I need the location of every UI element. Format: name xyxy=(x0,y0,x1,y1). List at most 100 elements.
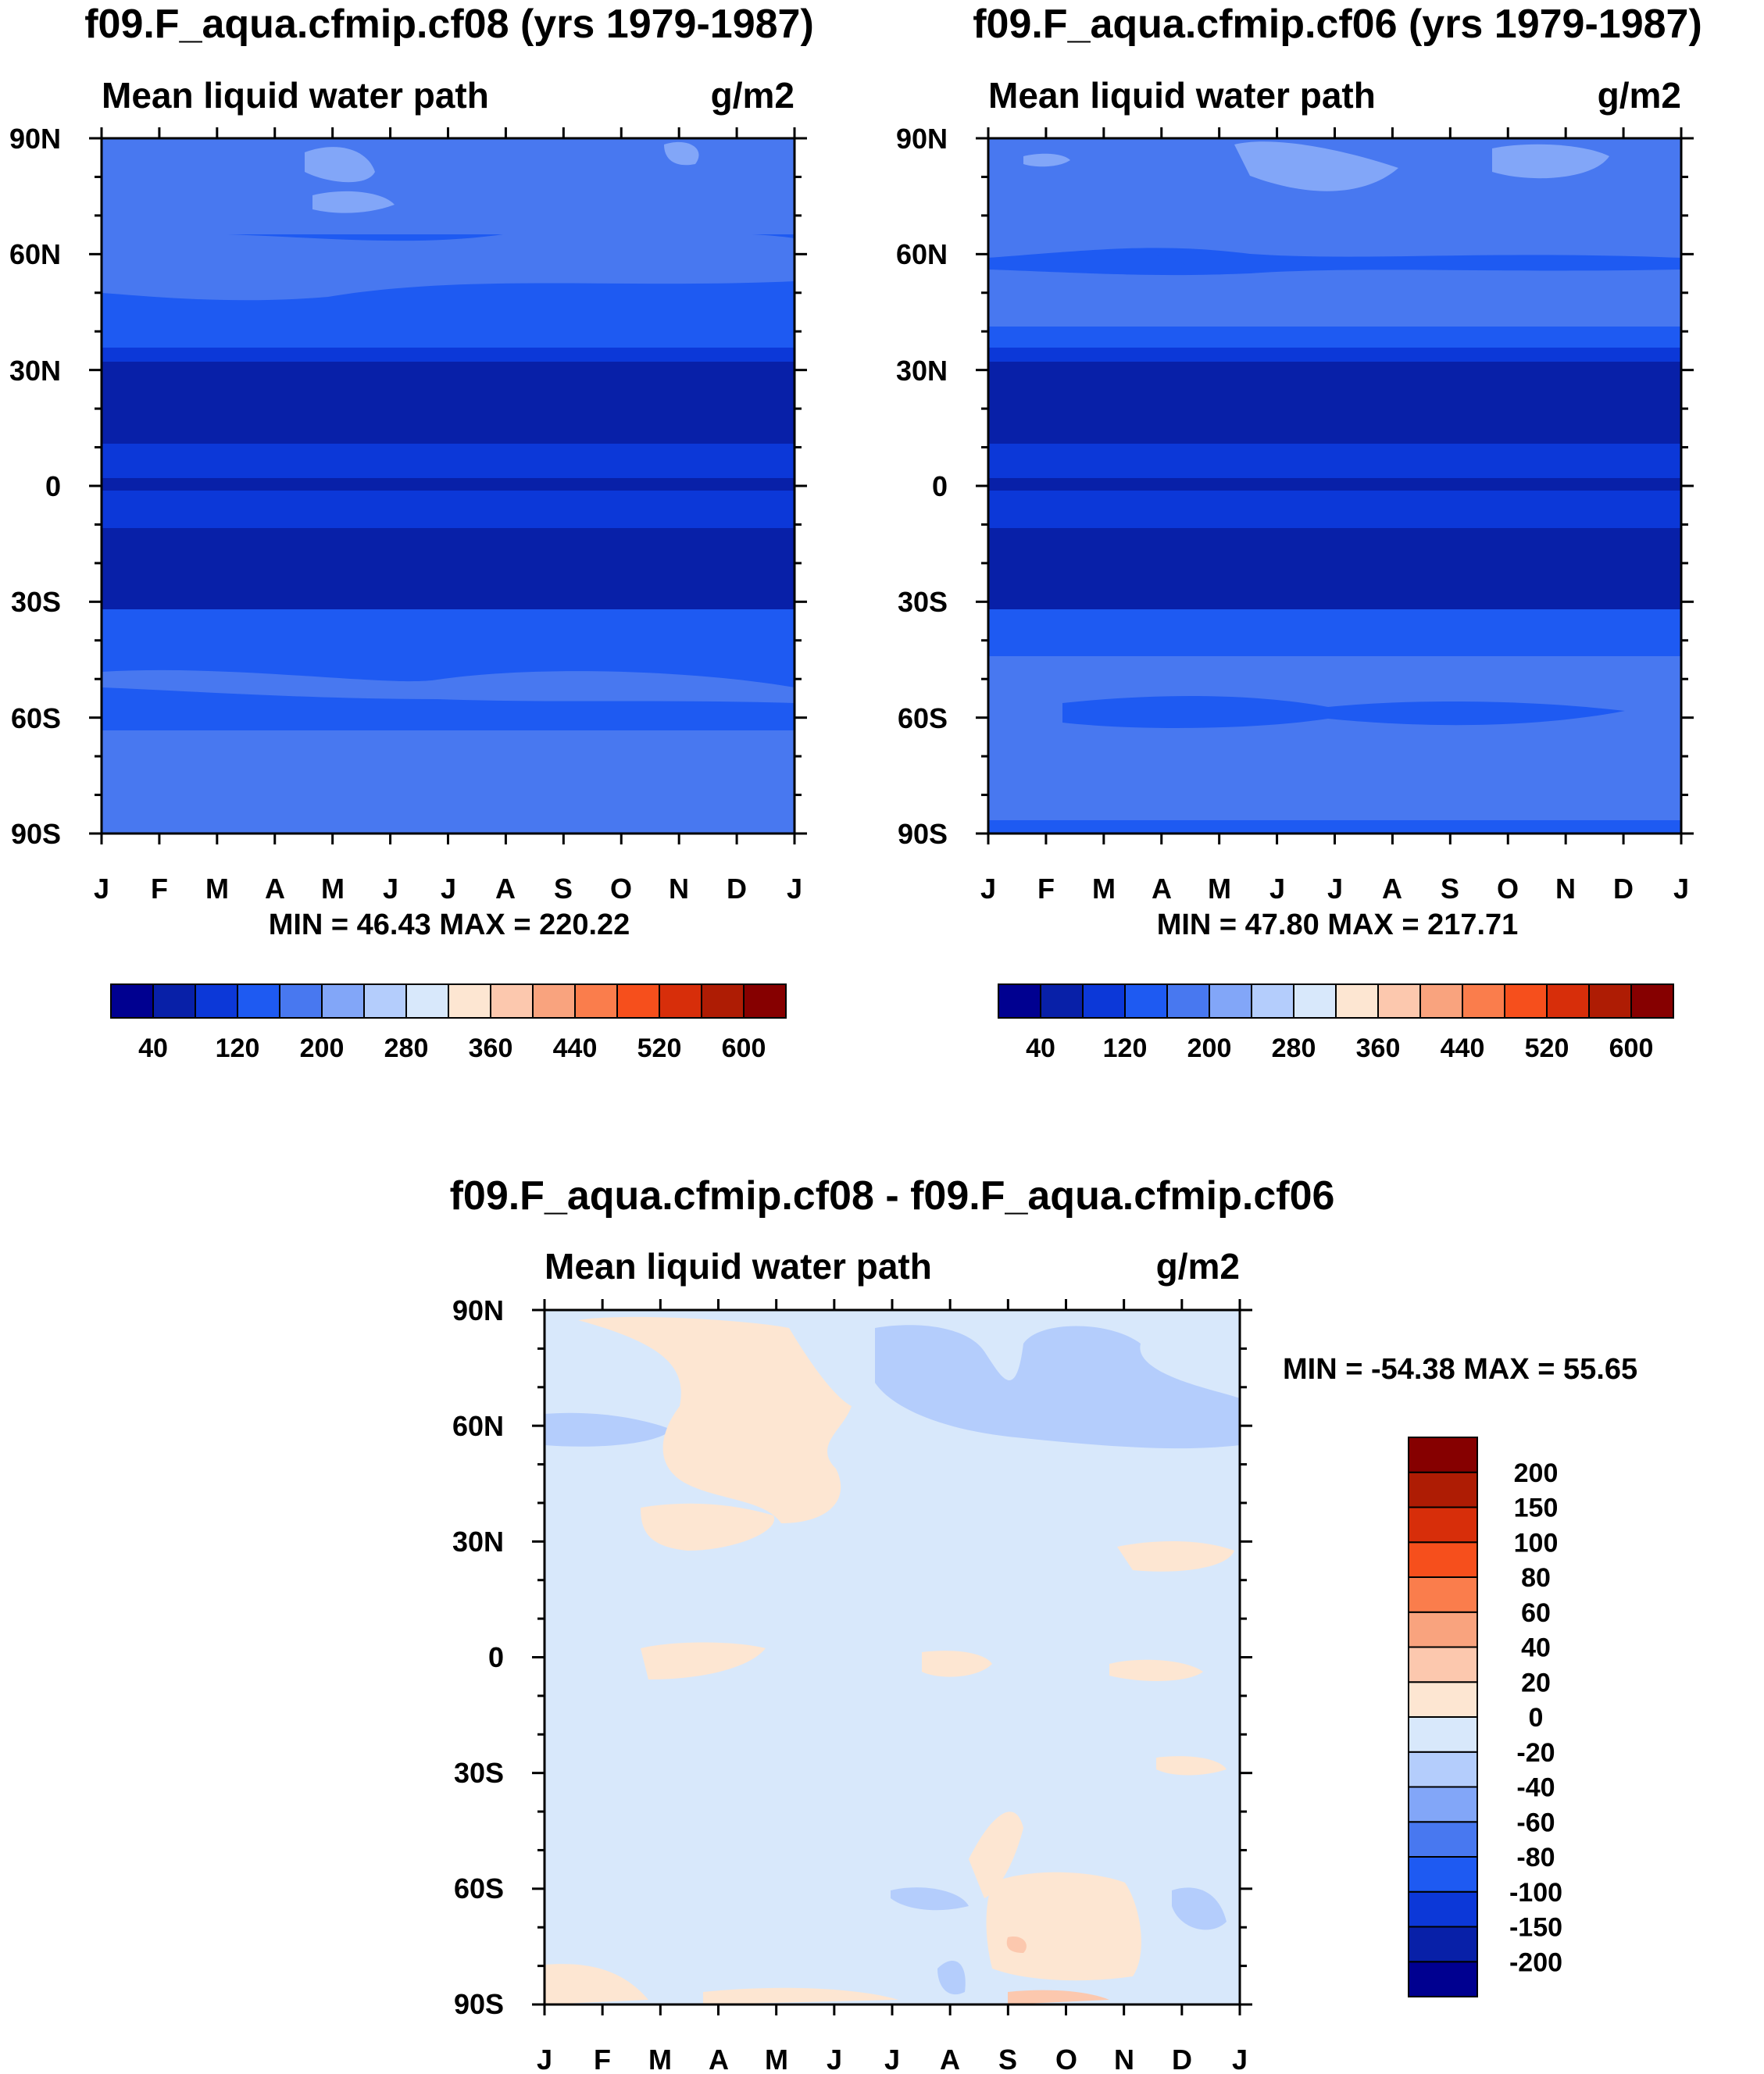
y-tick-label: 0 xyxy=(932,470,948,502)
x-tick-label: J xyxy=(1327,873,1343,905)
colorbar-swatch xyxy=(1408,1576,1478,1613)
colorbar-label: -60 xyxy=(1516,1808,1555,1837)
colorbar-swatch xyxy=(490,983,534,1019)
contour-field xyxy=(988,138,1681,834)
y-tick-label: 60N xyxy=(452,1410,504,1442)
y-tick-label: 0 xyxy=(488,1641,504,1673)
x-tick-label: J xyxy=(537,2044,552,2074)
colorbar-swatch xyxy=(152,983,196,1019)
colorbar-label: 200 xyxy=(1514,1458,1559,1488)
colorbar-label: 40 xyxy=(138,1033,168,1063)
colorbar-label: 40 xyxy=(1521,1633,1551,1663)
x-tick-label: S xyxy=(1441,873,1459,905)
colorbar-swatch xyxy=(1408,1786,1478,1823)
colorbar-swatch xyxy=(1408,1437,1478,1473)
contour-field xyxy=(545,1310,1240,2004)
x-tick-labels: J F M A M J J A S O N D J xyxy=(537,2044,1248,2074)
y-tick-label: 30N xyxy=(9,355,61,387)
y-tick-labels: 90N 60N 30N 0 30S 60S 90S xyxy=(452,1294,504,2020)
colorbar-label: 200 xyxy=(1187,1033,1232,1063)
colorbar-swatch xyxy=(1335,983,1379,1019)
panel-left-label: Mean liquid water path xyxy=(545,1246,932,1287)
colorbar-label: 440 xyxy=(1441,1033,1485,1063)
y-tick-label: 30S xyxy=(454,1757,504,1789)
colorbar-swatch xyxy=(1377,983,1421,1019)
y-tick-label: 90N xyxy=(452,1294,504,1326)
colorbar-label: 150 xyxy=(1514,1494,1559,1523)
panel-cf08: f09.F_aqua.cfmip.cf08 (yrs 1979-1987) Me… xyxy=(9,2,814,1063)
x-tick-label: N xyxy=(669,873,689,905)
y-tick-label: 30N xyxy=(452,1526,504,1558)
colorbar-swatch xyxy=(363,983,407,1019)
panel-title: f09.F_aqua.cfmip.cf08 - f09.F_aqua.cfmip… xyxy=(450,1173,1335,1219)
colorbar-label: 360 xyxy=(469,1033,513,1063)
colorbar-swatch xyxy=(1408,1471,1478,1508)
colorbar-label: 100 xyxy=(1514,1528,1559,1558)
colorbar-label: -100 xyxy=(1509,1878,1562,1908)
colorbar-label: -40 xyxy=(1516,1773,1555,1803)
colorbar-swatch xyxy=(321,983,365,1019)
x-tick-label: A xyxy=(1152,873,1172,905)
colorbar-swatch xyxy=(701,983,745,1019)
x-tick-label: J xyxy=(441,873,456,905)
x-tick-label: J xyxy=(787,873,802,905)
colorbar-swatch xyxy=(1082,983,1126,1019)
panel-left-label: Mean liquid water path xyxy=(102,75,489,116)
colorbar-swatch xyxy=(1040,983,1084,1019)
panel-left-label: Mean liquid water path xyxy=(988,75,1376,116)
colorbar-swatch xyxy=(1419,983,1463,1019)
panel-cf06: f09.F_aqua.cfmip.cf06 (yrs 1979-1987) Me… xyxy=(896,2,1702,1063)
x-tick-label: M xyxy=(765,2044,788,2074)
y-tick-label: 60S xyxy=(11,702,61,734)
colorbar: 40 120 200 280 360 440 520 600 xyxy=(998,983,1674,1063)
y-tick-label: 90S xyxy=(454,1988,504,2020)
colorbar-swatch xyxy=(1408,1926,1478,1963)
colorbar-swatch xyxy=(1408,1646,1478,1683)
x-tick-label: J xyxy=(1269,873,1285,905)
x-tick-label: S xyxy=(998,2044,1017,2074)
x-tick-label: F xyxy=(1037,873,1055,905)
y-tick-label: 90S xyxy=(11,818,61,850)
x-tick-labels: J F M A M J J A S O N D J xyxy=(94,873,802,905)
y-tick-label: 90N xyxy=(896,123,948,155)
min-max-stats: MIN = -54.38 MAX = 55.65 xyxy=(1283,1353,1637,1386)
y-tick-label: 0 xyxy=(45,470,61,502)
colorbar-label: 20 xyxy=(1521,1668,1551,1697)
colorbar-swatch xyxy=(1293,983,1337,1019)
colorbar-swatch xyxy=(1408,1890,1478,1928)
colorbar-swatch xyxy=(405,983,449,1019)
colorbar-label: 80 xyxy=(1521,1563,1551,1593)
colorbar-swatch xyxy=(1462,983,1505,1019)
y-tick-label: 30N xyxy=(896,355,948,387)
panel-units-label: g/m2 xyxy=(711,75,795,116)
x-tick-label: A xyxy=(495,873,516,905)
colorbar-label: 600 xyxy=(1609,1033,1654,1063)
colorbar-swatch xyxy=(1166,983,1210,1019)
colorbar-swatch xyxy=(1124,983,1168,1019)
colorbar-label: 520 xyxy=(1525,1033,1569,1063)
x-tick-label: J xyxy=(383,873,398,905)
colorbar-label: 120 xyxy=(1103,1033,1148,1063)
x-tick-label: D xyxy=(1172,2044,1192,2074)
colorbar-label: 280 xyxy=(1272,1033,1316,1063)
colorbar-swatch xyxy=(1408,1541,1478,1578)
x-tick-label: J xyxy=(827,2044,842,2074)
colorbar-label: 200 xyxy=(300,1033,345,1063)
x-tick-label: F xyxy=(151,873,168,905)
colorbar-swatch xyxy=(1251,983,1294,1019)
colorbar-label: -150 xyxy=(1509,1913,1562,1943)
colorbar-label: 40 xyxy=(1026,1033,1055,1063)
colorbar-label: 60 xyxy=(1521,1598,1551,1628)
y-tick-label: 60N xyxy=(896,238,948,270)
x-tick-label: A xyxy=(940,2044,960,2074)
x-tick-label: D xyxy=(727,873,747,905)
colorbar-swatch xyxy=(1408,1821,1478,1858)
colorbar-swatch xyxy=(1209,983,1252,1019)
y-tick-labels: 90N 60N 30N 0 30S 60S 90S xyxy=(9,123,61,850)
x-tick-label: M xyxy=(321,873,345,905)
min-max-stats: MIN = 47.80 MAX = 217.71 xyxy=(1157,908,1519,941)
colorbar-swatch xyxy=(237,983,280,1019)
y-tick-label: 60N xyxy=(9,238,61,270)
x-tick-label: M xyxy=(1092,873,1116,905)
colorbar-label: 520 xyxy=(637,1033,682,1063)
